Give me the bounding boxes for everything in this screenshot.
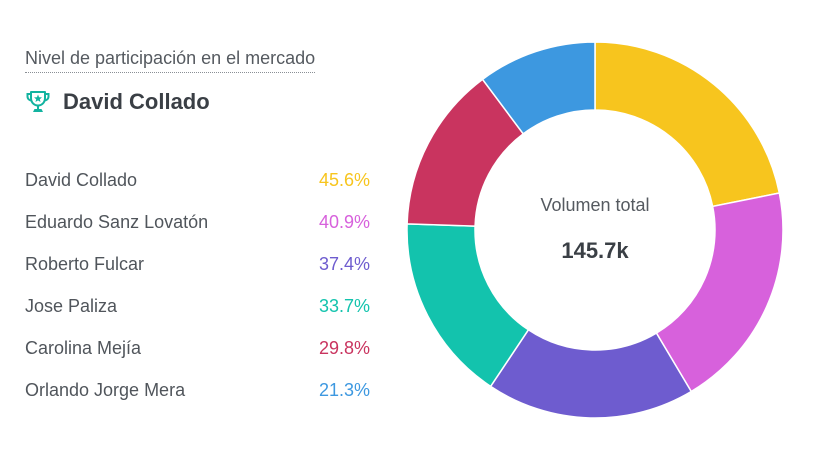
legend-item: David Collado 45.6% [25,159,370,201]
legend-list: David Collado 45.6% Eduardo Sanz Lovatón… [25,159,370,411]
legend-item-name: Roberto Fulcar [25,253,145,274]
legend-item: Carolina Mejía 29.8% [25,327,370,369]
donut-slice[interactable] [655,192,784,393]
donut-svg [406,41,784,419]
legend-item: Eduardo Sanz Lovatón 40.9% [25,201,370,243]
leader-name: David Collado [63,89,210,114]
center-label: Volumen total [540,195,650,215]
legend-item: Jose Paliza 33.7% [25,285,370,327]
legend-item-name: Eduardo Sanz Lovatón [25,211,209,232]
legend-item: Orlando Jorge Mera 21.3% [25,369,370,411]
leader-row: David Collado [25,89,210,115]
donut-slice[interactable] [481,41,596,135]
donut-slice[interactable] [594,41,781,208]
legend-item-value: 37.4% [318,253,370,274]
chart-subtitle: Nivel de participación en el mercado [25,48,316,73]
trophy-icon [26,91,50,112]
legend-item: Roberto Fulcar 37.4% [25,243,370,285]
legend-item-name: David Collado [25,169,138,190]
legend-item-name: Jose Paliza [25,295,118,316]
donut-chart: Volumen total 145.7k [405,40,785,420]
legend-item-name: Carolina Mejía [25,337,142,358]
donut-slice[interactable] [489,328,693,419]
legend-item-value: 29.8% [318,337,370,358]
legend-item-value: 40.9% [318,211,370,232]
legend-item-value: 45.6% [318,169,370,190]
center-value: 145.7k [561,238,629,263]
legend-item-value: 33.7% [318,295,370,316]
legend-item-name: Orlando Jorge Mera [25,379,186,400]
legend-item-value: 21.3% [318,379,370,400]
